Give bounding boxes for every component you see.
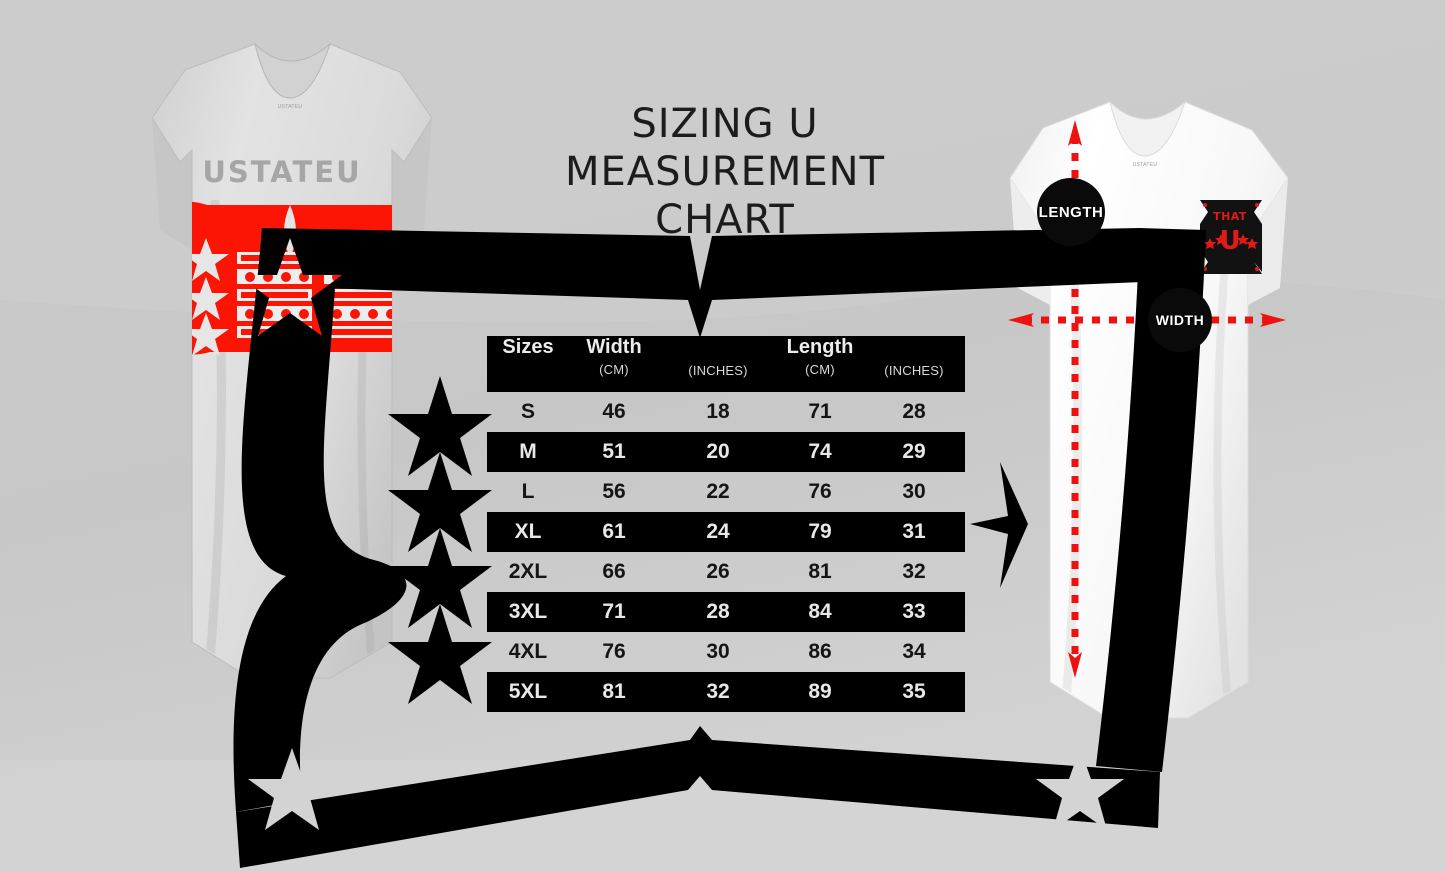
cell-width-cm: 56 [602,480,626,503]
cell-width-inches: 30 [706,640,730,663]
right-shirt-neck-tag: USTATEU [1132,162,1158,168]
cell-size: 2XL [508,560,548,583]
cell-width-cm: 66 [602,560,626,583]
header-width-cm: Width (CM) [569,336,659,392]
cell-width-cm: 81 [569,672,659,712]
table-body: S 46 18 71 28 M 51 20 74 29 L 56 22 76 30 XL 61 24 79 31 2XL… [487,392,965,712]
size-measurement-table: Sizes Width (CM) (INCHES) Length (CM) (I… [487,336,965,712]
cell-width-cm: 46 [602,400,626,423]
header-unit-length-cm: (CM) [805,362,835,377]
page-title: SIZING U MEASUREMENT CHART [564,101,886,243]
table-row: 3XL 71 28 84 33 [487,592,965,632]
header-width-inches: (INCHES) [659,336,777,392]
header-length-label: Length [786,336,854,358]
cell-size: M [487,432,569,472]
cell-size: 3XL [487,592,569,632]
cell-length-inches: 28 [902,400,926,423]
cell-length-inches: 32 [902,560,926,583]
patch-label-u: U [1219,226,1241,256]
star-column [388,376,492,704]
cell-width-inches: 18 [706,400,730,423]
cell-width-cm: 71 [569,592,659,632]
cell-length-inches: 33 [863,592,965,632]
header-unit-length-inches: (INCHES) [884,363,944,378]
cell-width-inches: 22 [706,480,730,503]
cell-width-inches: 20 [659,432,777,472]
cell-length-cm: 89 [777,672,863,712]
table-row: 5XL 81 32 89 35 [487,672,965,712]
length-label-text: LENGTH [1038,203,1104,221]
cell-length-cm: 84 [777,592,863,632]
cell-size: 5XL [487,672,569,712]
cell-width-inches: 28 [659,592,777,632]
header-unit-width-inches: (INCHES) [688,363,748,378]
table-row: XL 61 24 79 31 [487,512,965,552]
cell-width-inches: 32 [659,672,777,712]
cell-length-cm: 71 [808,400,832,423]
table-row: M 51 20 74 29 [487,432,965,472]
patch-label-that: THAT [1213,210,1247,223]
left-shirt-graphic-word: USTATEU [202,155,362,189]
cell-length-cm: 74 [777,432,863,472]
header-width-label: Width [586,336,642,358]
cell-length-cm: 79 [777,512,863,552]
length-label-badge: LENGTH [1037,178,1105,246]
cell-width-cm: 76 [602,640,626,663]
table-header-row: Sizes Width (CM) (INCHES) Length (CM) (I… [487,336,965,392]
cell-width-inches: 24 [659,512,777,552]
cell-length-inches: 35 [863,672,965,712]
table-row: 4XL 76 30 86 34 [487,632,965,672]
cell-length-cm: 81 [808,560,832,583]
header-unit-width-cm: (CM) [599,362,629,377]
cell-length-inches: 30 [902,480,926,503]
cell-width-cm: 61 [569,512,659,552]
right-shirt-chest-patch [1200,200,1262,274]
cell-length-inches: 31 [863,512,965,552]
cell-length-inches: 34 [902,640,926,663]
cell-width-inches: 26 [706,560,730,583]
header-length-inches: (INCHES) [863,336,965,392]
width-label-badge: WIDTH [1148,288,1212,352]
cell-size: L [521,480,535,503]
width-label-text: WIDTH [1155,312,1205,328]
cell-size: 4XL [508,640,548,663]
table-row: L 56 22 76 30 [487,472,965,512]
cell-size: XL [487,512,569,552]
cell-length-cm: 86 [808,640,832,663]
measure-arrowheads [1008,120,1286,678]
left-shirt-neck-tag: USTATEU [277,104,303,110]
cell-width-cm: 51 [569,432,659,472]
header-sizes: Sizes [502,336,554,358]
cell-length-cm: 76 [808,480,832,503]
cell-size: S [520,400,535,423]
table-row: S 46 18 71 28 [487,392,965,432]
header-length-cm: Length (CM) [777,336,863,392]
table-row: 2XL 66 26 81 32 [487,552,965,592]
cell-length-inches: 29 [863,432,965,472]
